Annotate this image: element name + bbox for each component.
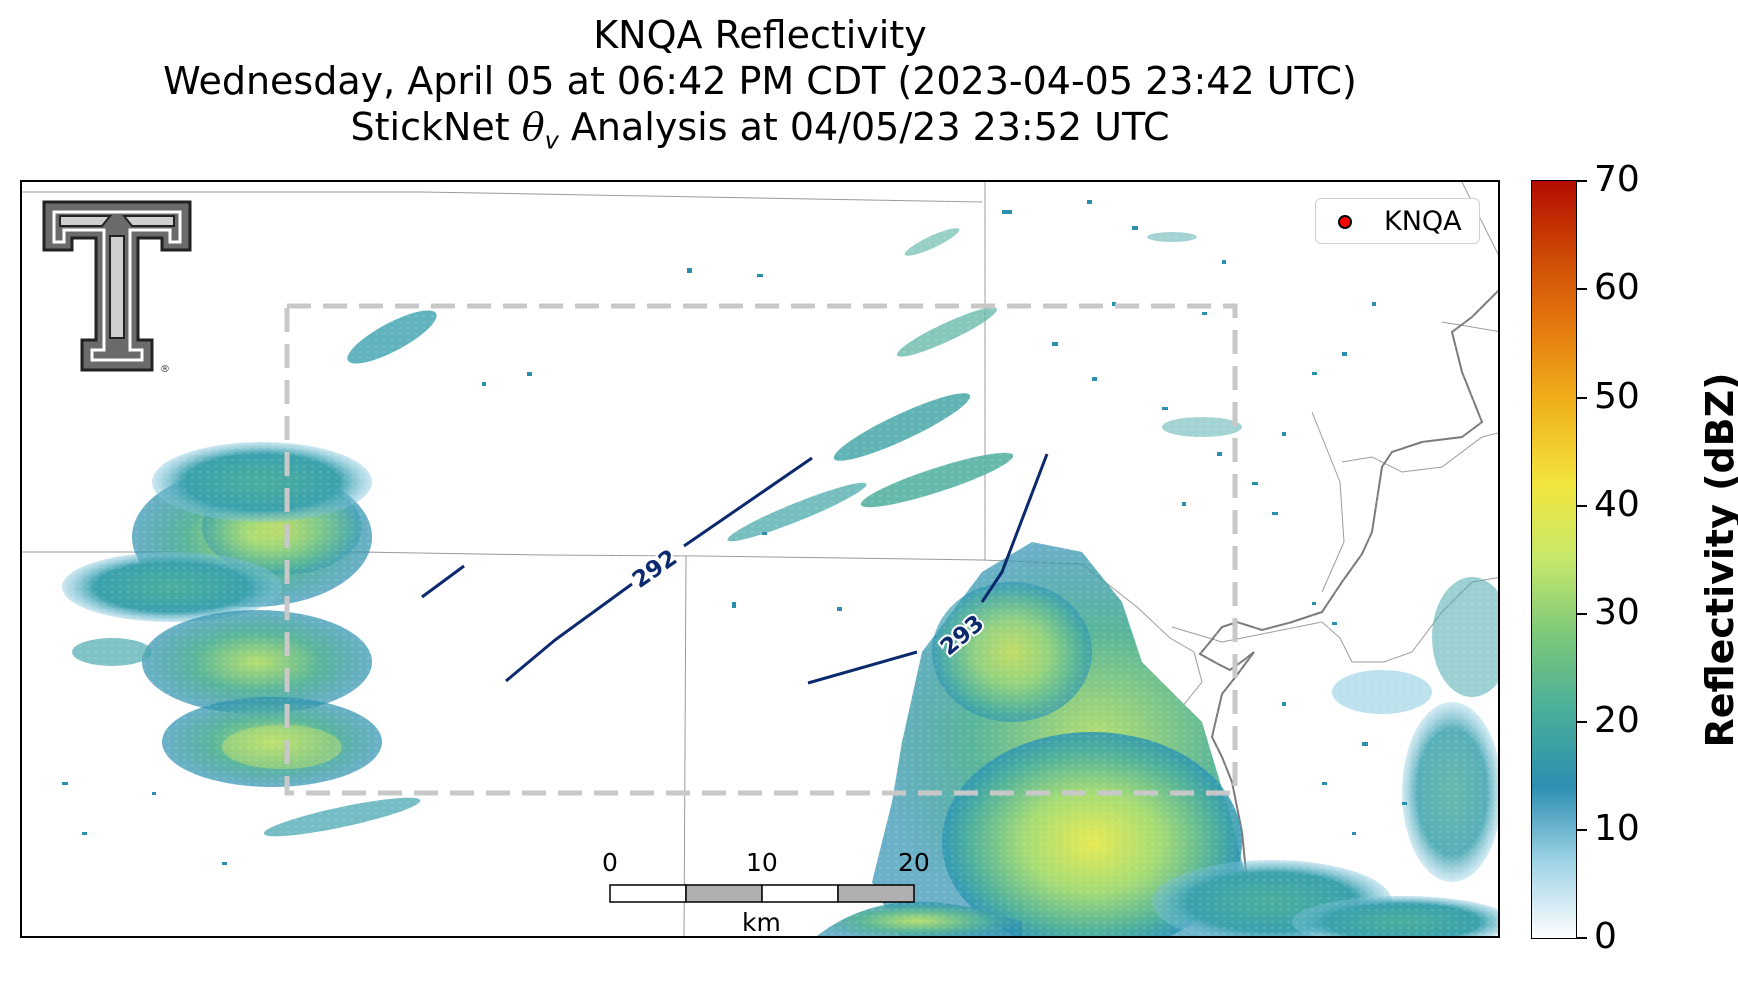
- scale-tick-20: 20: [898, 848, 930, 877]
- scale-bar: [609, 884, 915, 903]
- colorbar-tick-mark: [1577, 180, 1587, 182]
- colorbar-tick-40: 40: [1594, 484, 1640, 525]
- title-analysis-prefix: StickNet: [350, 105, 522, 149]
- colorbar-tick-50: 50: [1594, 376, 1640, 417]
- title-analysis: StickNet θv Analysis at 04/05/23 23:52 U…: [0, 104, 1520, 164]
- colorbar-tick-mark: [1577, 721, 1587, 723]
- colorbar-title: Reflectivity (dBZ): [1698, 372, 1738, 748]
- map-canvas: 292 293: [22, 182, 1498, 936]
- colorbar-tick-10: 10: [1594, 808, 1640, 849]
- scale-segment-3: [761, 884, 839, 903]
- title-product: KNQA Reflectivity: [593, 13, 927, 57]
- analysis-domain-box: [284, 303, 1238, 796]
- colorbar-tick-mark: [1577, 397, 1587, 399]
- colorbar-tick-60: 60: [1594, 267, 1640, 308]
- scattered-echoes: [62, 200, 1407, 865]
- colorbar-tick-mark: [1577, 829, 1587, 831]
- scale-tick-10: 10: [746, 848, 778, 877]
- colorbar-tick-mark: [1577, 505, 1587, 507]
- contour-292-main: [505, 456, 813, 683]
- colorbar-tick-20: 20: [1594, 700, 1640, 741]
- colorbar-tick-30: 30: [1594, 592, 1640, 633]
- knqa-marker-icon: [1338, 215, 1352, 229]
- scale-segment-1: [609, 884, 687, 903]
- contour-292-segment-west: [421, 564, 465, 599]
- registered-mark: ®: [160, 364, 170, 375]
- legend-label: KNQA: [1384, 206, 1462, 237]
- texas-tech-logo-icon: ®: [42, 200, 192, 384]
- contour-293-main: [807, 453, 1049, 685]
- map-legend: KNQA: [1315, 198, 1480, 244]
- scale-tick-0: 0: [602, 848, 618, 877]
- colorbar-tick-mark: [1577, 288, 1587, 290]
- radar-map[interactable]: 292 293 0 10 20 km ®: [20, 180, 1500, 938]
- scale-segment-2: [685, 884, 763, 903]
- title-analysis-symbol: θ: [521, 105, 545, 149]
- scale-unit: km: [742, 908, 781, 937]
- figure-title: KNQA Reflectivity Wednesday, April 05 at…: [0, 12, 1520, 164]
- colorbar-tick-0: 0: [1594, 916, 1617, 957]
- reflectivity-echoes: [22, 182, 1498, 936]
- colorbar-tick-mark: [1577, 613, 1587, 615]
- theta-v-contours: [421, 453, 1049, 685]
- title-analysis-subscript: v: [544, 126, 559, 155]
- scale-segment-4: [837, 884, 915, 903]
- colorbar-tick-mark: [1577, 937, 1587, 939]
- colorbar-tick-70: 70: [1594, 159, 1640, 200]
- reflectivity-colorbar: [1531, 180, 1577, 939]
- title-datetime: Wednesday, April 05 at 06:42 PM CDT (202…: [163, 59, 1357, 103]
- title-analysis-suffix: Analysis at 04/05/23 23:52 UTC: [558, 105, 1170, 149]
